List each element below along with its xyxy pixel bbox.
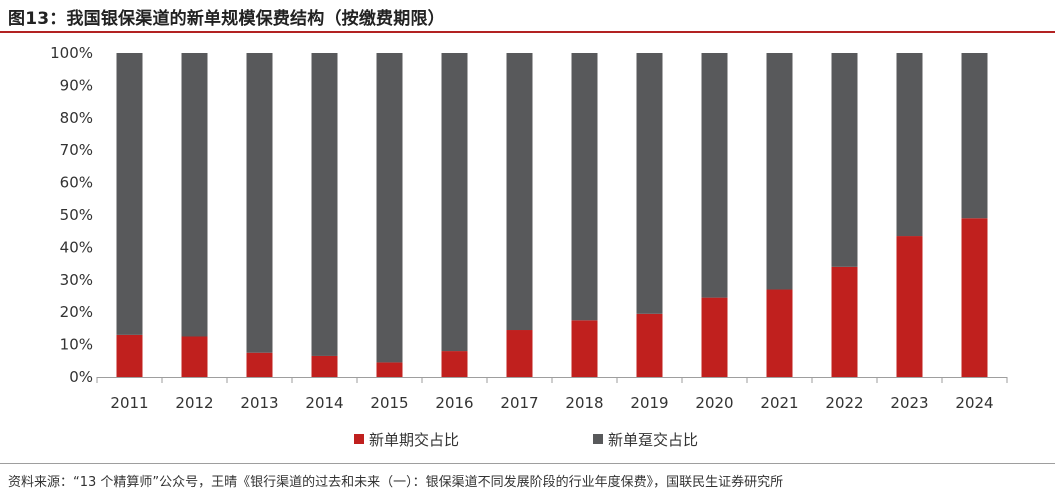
bar-single-2014 bbox=[311, 53, 338, 356]
y-tick-label: 60% bbox=[60, 174, 93, 192]
bar-periodic-2013 bbox=[246, 352, 273, 377]
y-tick-label: 50% bbox=[60, 206, 93, 224]
x-axis-ticks: 2011 2012 2013 2014 2015 2016 2017 2018 2019 2020… bbox=[96, 377, 1008, 412]
bar-periodic-2020 bbox=[701, 297, 728, 377]
bar-periodic-2014 bbox=[311, 355, 338, 377]
bar-single-2016 bbox=[441, 53, 468, 352]
bar-single-2022 bbox=[831, 53, 858, 267]
x-tick-label: 2020 bbox=[695, 394, 733, 412]
y-tick-label: 10% bbox=[60, 336, 93, 354]
x-tick-label: 2017 bbox=[500, 394, 538, 412]
bar-single-2017 bbox=[506, 53, 533, 331]
y-tick-label: 20% bbox=[60, 303, 93, 321]
source-divider bbox=[0, 463, 1055, 464]
y-tick-label: 70% bbox=[60, 141, 93, 159]
x-tick-label: 2019 bbox=[630, 394, 668, 412]
x-tick-label: 2022 bbox=[825, 394, 863, 412]
x-tick-label: 2015 bbox=[370, 394, 408, 412]
bar-periodic-2015 bbox=[376, 362, 403, 377]
bars bbox=[116, 53, 988, 377]
x-tick-label: 2023 bbox=[890, 394, 928, 412]
bar-periodic-2019 bbox=[636, 313, 663, 377]
bar-periodic-2023 bbox=[896, 236, 923, 377]
y-tick-label: 40% bbox=[60, 238, 93, 256]
bar-periodic-2024 bbox=[961, 218, 988, 377]
legend-swatch-single bbox=[593, 434, 603, 444]
bar-single-2013 bbox=[246, 53, 273, 353]
legend: 新单期交占比 新单趸交占比 bbox=[354, 431, 698, 449]
y-axis-ticks: 0% 10% 20% 30% 40% 50% 60% 70% 80% 90% 100% bbox=[50, 44, 93, 386]
bar-periodic-2017 bbox=[506, 330, 533, 377]
legend-label-single: 新单趸交占比 bbox=[608, 431, 698, 449]
bar-single-2019 bbox=[636, 53, 663, 314]
bar-periodic-2022 bbox=[831, 266, 858, 377]
bar-single-2021 bbox=[766, 53, 793, 290]
bar-single-2018 bbox=[571, 53, 598, 321]
figure-title: 图13：我国银保渠道的新单规模保费结构（按缴费期限） bbox=[8, 9, 445, 29]
legend-swatch-periodic bbox=[354, 434, 364, 444]
x-tick-label: 2012 bbox=[175, 394, 213, 412]
x-tick-label: 2013 bbox=[240, 394, 278, 412]
bar-periodic-2012 bbox=[181, 336, 208, 377]
bar-single-2011 bbox=[116, 53, 143, 335]
bar-single-2023 bbox=[896, 53, 923, 237]
bar-single-2020 bbox=[701, 53, 728, 298]
x-tick-label: 2021 bbox=[760, 394, 798, 412]
title-divider bbox=[0, 31, 1055, 33]
y-tick-label: 0% bbox=[69, 368, 93, 386]
y-tick-label: 80% bbox=[60, 109, 93, 127]
legend-label-periodic: 新单期交占比 bbox=[369, 431, 459, 449]
bar-periodic-2021 bbox=[766, 289, 793, 377]
x-tick-label: 2024 bbox=[955, 394, 993, 412]
bar-periodic-2011 bbox=[116, 334, 143, 377]
x-tick-label: 2018 bbox=[565, 394, 603, 412]
bar-single-2015 bbox=[376, 53, 403, 363]
y-tick-label: 90% bbox=[60, 76, 93, 94]
y-tick-label: 100% bbox=[50, 44, 93, 62]
bar-periodic-2016 bbox=[441, 351, 468, 377]
stacked-bar-chart: 0%10%20%30%40%50%60%70%80%90%100% 2011 20… bbox=[50, 44, 1008, 449]
source-note: 资料来源：“13 个精算师”公众号，王晴《银行渠道的过去和未来（一）：银保渠道不… bbox=[8, 475, 784, 490]
x-tick-label: 2014 bbox=[305, 394, 343, 412]
bar-single-2024 bbox=[961, 53, 988, 219]
bar-single-2012 bbox=[181, 53, 208, 337]
bar-periodic-2018 bbox=[571, 320, 598, 377]
x-tick-label: 2011 bbox=[110, 394, 148, 412]
y-tick-label: 30% bbox=[60, 271, 93, 289]
x-tick-label: 2016 bbox=[435, 394, 473, 412]
